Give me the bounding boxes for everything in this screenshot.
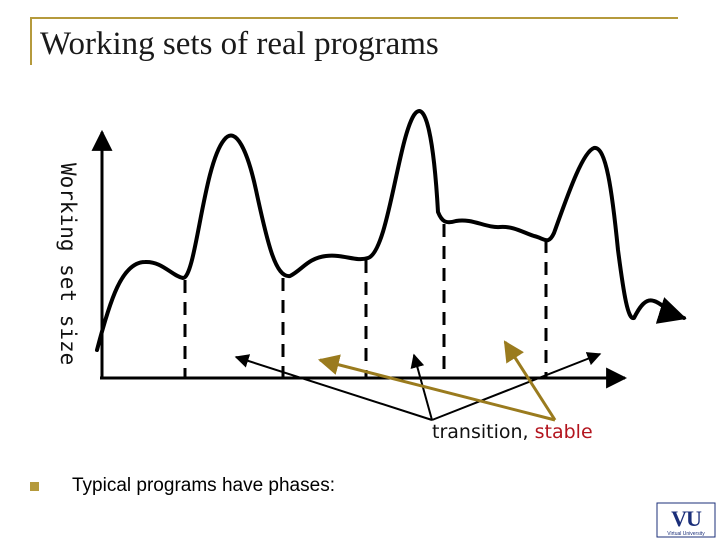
frame-top-rule [30,17,678,19]
working-set-curve [95,109,687,352]
transition-arrow [431,352,602,421]
vu-logo-icon: VU Virtual University [656,502,716,538]
stable-arrow [503,340,557,421]
stable-label: stable [534,421,593,443]
logo-text: VU [671,506,702,531]
page-title: Working sets of real programs [40,26,439,62]
bullet-text: Typical programs have phases: [72,475,335,496]
square-bullet-icon [30,482,39,491]
transition-arrow [234,354,433,421]
phase-annotation: transition, stable [432,421,593,443]
logo-caption: Virtual University [667,531,705,537]
transition-label: transition, [432,421,535,443]
stable-arrow [317,354,556,422]
frame-left-rule [30,17,32,65]
